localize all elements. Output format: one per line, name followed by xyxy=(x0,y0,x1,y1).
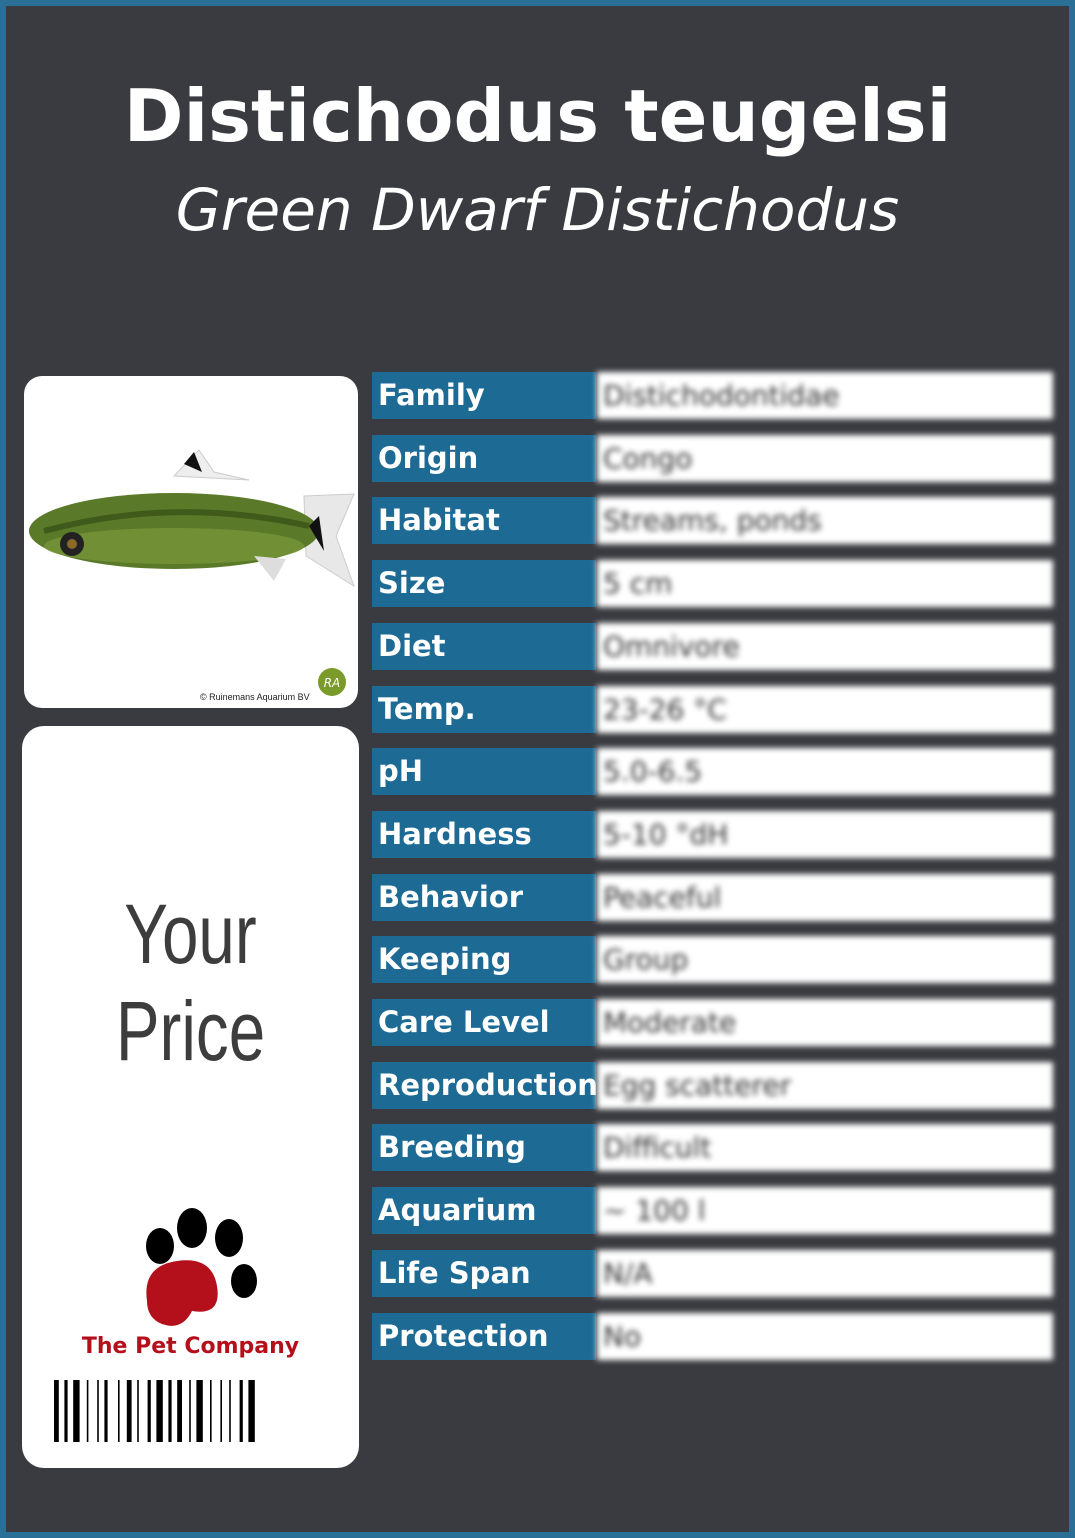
row-value: Omnivore xyxy=(597,622,1053,670)
barcode-bar xyxy=(126,1380,132,1442)
photo: RA © Ruinemans Aquarium BV xyxy=(24,376,358,708)
table-row: Life Span N/A xyxy=(372,1249,1053,1297)
table-row: Breeding Difficult xyxy=(372,1124,1053,1172)
barcode-bar xyxy=(189,1380,191,1442)
barcode xyxy=(54,1380,255,1442)
row-label: Origin xyxy=(372,434,596,482)
row-value: Egg scatterer xyxy=(597,1061,1053,1109)
row-label: Care Level xyxy=(372,999,596,1046)
row-label: Diet xyxy=(372,622,596,670)
row-value: 5 cm xyxy=(597,560,1053,608)
row-value: Peaceful xyxy=(597,873,1053,921)
barcode-bar xyxy=(168,1380,172,1442)
table-row: Habitat Streams, ponds xyxy=(372,497,1053,545)
row-label: pH xyxy=(372,748,596,796)
row-value: Moderate xyxy=(597,999,1053,1046)
subtitle: Green Dwarf Distichodus xyxy=(175,176,900,244)
table-row: Hardness 5-10 °dH xyxy=(372,810,1053,858)
svg-text:RA: RA xyxy=(324,676,341,690)
price-label: Your Price xyxy=(115,887,266,1078)
table-row: Family Distichodontidae xyxy=(372,372,1053,419)
row-value: Streams, ponds xyxy=(597,497,1053,545)
barcode-bar xyxy=(210,1380,212,1442)
row-value: ~ 100 l xyxy=(597,1187,1053,1235)
row-label: Protection xyxy=(372,1312,596,1360)
barcode-bar xyxy=(147,1380,151,1442)
barcode-bar xyxy=(248,1380,255,1442)
table-row: pH 5.0-6.5 xyxy=(372,748,1053,796)
row-value: Congo xyxy=(597,434,1053,482)
paw-logo xyxy=(146,1208,257,1326)
row-label: Life Span xyxy=(372,1249,596,1297)
barcode-bar xyxy=(239,1380,243,1442)
row-label: Keeping xyxy=(372,936,596,984)
barcode-bar xyxy=(64,1380,68,1442)
barcode-bar xyxy=(54,1380,59,1442)
price-box: Your Price The Pet Company xyxy=(22,726,359,1468)
row-value: No xyxy=(597,1312,1053,1360)
table-row: Aquarium ~ 100 l xyxy=(372,1187,1053,1235)
row-label: Family xyxy=(372,372,596,419)
row-label: Habitat xyxy=(372,497,596,545)
row-label: Behavior xyxy=(372,873,596,921)
row-label: Size xyxy=(372,560,596,608)
barcode-bar xyxy=(229,1380,231,1442)
row-value: N/A xyxy=(597,1249,1053,1297)
table-row: Diet Omnivore xyxy=(372,622,1053,670)
row-value: 23-26 °C xyxy=(597,685,1053,733)
row-label: Temp. xyxy=(372,685,596,733)
table-row: Care Level Moderate xyxy=(372,999,1053,1046)
barcode-bar xyxy=(137,1380,139,1442)
barcode-bar xyxy=(118,1380,120,1442)
table-row: Temp. 23-26 °C xyxy=(372,685,1053,733)
fish: RA xyxy=(29,449,355,696)
table-row: Behavior Peaceful xyxy=(372,873,1053,921)
barcode-bar xyxy=(220,1380,222,1442)
barcode-bar xyxy=(86,1380,89,1442)
row-label: Aquarium xyxy=(372,1187,596,1235)
table-row: Keeping Group xyxy=(372,936,1053,984)
row-value: Group xyxy=(597,936,1053,984)
barcode-bar xyxy=(73,1380,80,1442)
barcode-bar xyxy=(156,1380,163,1442)
table-row: Protection No xyxy=(372,1312,1053,1360)
row-value: 5.0-6.5 xyxy=(597,748,1053,796)
barcode-bar xyxy=(177,1380,182,1442)
row-label: Breeding xyxy=(372,1124,596,1172)
row-value: Difficult xyxy=(597,1124,1053,1172)
table-row: Reproduction Egg scatterer xyxy=(372,1061,1053,1109)
barcode-bar xyxy=(196,1380,203,1442)
row-value: Distichodontidae xyxy=(597,372,1053,419)
barcode-bar xyxy=(104,1380,108,1442)
row-label: Reproduction xyxy=(372,1061,598,1109)
photo-credit: © Ruinemans Aquarium BV xyxy=(200,692,310,702)
title: Distichodus teugelsi xyxy=(123,74,952,158)
brand: The Pet Company xyxy=(81,1334,300,1359)
row-value: 5-10 °dH xyxy=(597,810,1053,858)
table-row: Origin Congo xyxy=(372,434,1053,482)
row-label: Hardness xyxy=(372,810,596,858)
table-row: Size 5 cm xyxy=(372,560,1053,608)
barcode-bar xyxy=(97,1380,99,1442)
